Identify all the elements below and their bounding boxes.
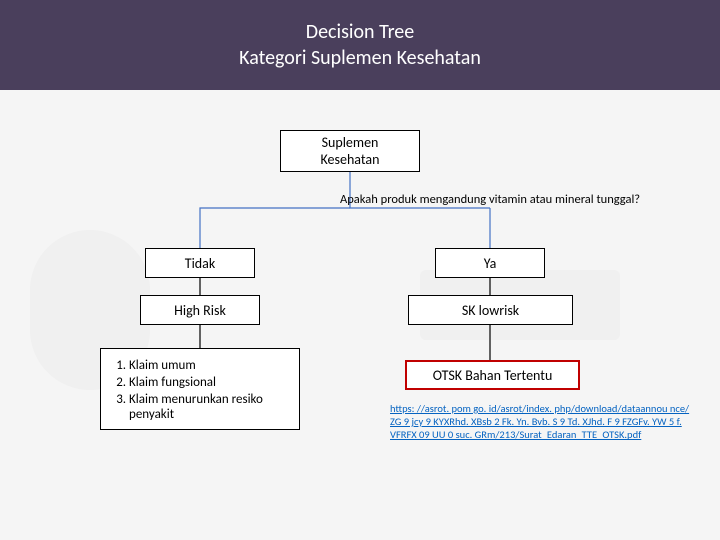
slide-header: Decision Tree Kategori Suplemen Kesehata… <box>0 0 720 90</box>
node-root-suplemen: Suplemen Kesehatan <box>280 130 420 172</box>
node-otsk-bahan: OTSK Bahan Tertentu <box>405 360 580 390</box>
claims-list-item: Klaim umum <box>129 357 289 374</box>
node-sk-lowrisk: SK lowrisk <box>408 295 573 325</box>
reference-link[interactable]: https: //asrot. pom go. id/asrot/index. … <box>390 402 690 441</box>
claims-list-item: Klaim fungsional <box>129 374 289 391</box>
title-line2: Kategori Suplemen Kesehatan <box>239 46 481 70</box>
slide-title: Decision Tree Kategori Suplemen Kesehata… <box>239 19 481 71</box>
node-high-risk: High Risk <box>140 295 260 325</box>
decision-question: Apakah produk mengandung vitamin atau mi… <box>340 192 640 207</box>
claims-list-box: Klaim umumKlaim fungsionalKlaim menurunk… <box>100 348 300 430</box>
title-line1: Decision Tree <box>306 20 414 44</box>
node-label: Suplemen Kesehatan <box>321 134 380 168</box>
node-tidak: Tidak <box>145 248 255 278</box>
claims-list-item: Klaim menurunkan resiko penyakit <box>129 391 289 423</box>
claims-list: Klaim umumKlaim fungsionalKlaim menurunk… <box>111 357 289 423</box>
diagram-canvas: Suplemen Kesehatan Apakah produk mengand… <box>0 90 720 540</box>
node-ya: Ya <box>435 248 545 278</box>
